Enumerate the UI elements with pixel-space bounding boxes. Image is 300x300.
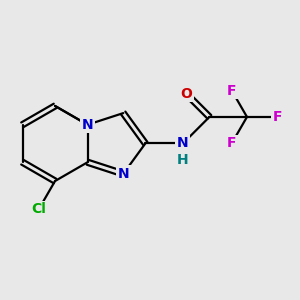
Text: F: F	[273, 110, 282, 124]
Text: N: N	[177, 136, 189, 151]
Text: Cl: Cl	[31, 202, 46, 217]
Text: F: F	[227, 83, 236, 98]
Text: N: N	[117, 167, 129, 181]
Text: O: O	[180, 87, 192, 101]
Text: F: F	[227, 136, 236, 150]
Text: N: N	[82, 118, 93, 132]
Text: H: H	[177, 153, 189, 167]
